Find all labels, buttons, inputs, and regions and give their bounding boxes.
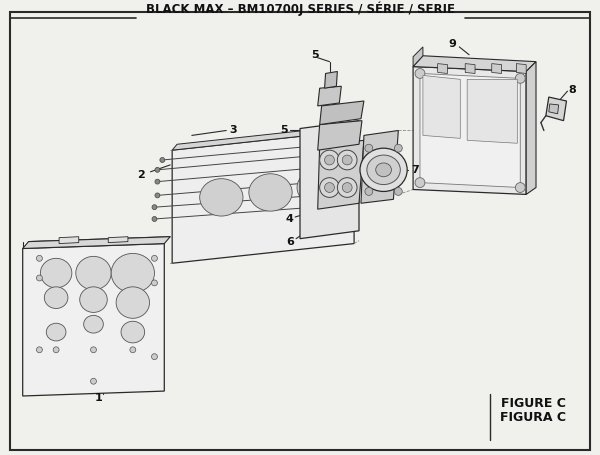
Circle shape (342, 182, 352, 192)
Circle shape (365, 144, 373, 152)
Polygon shape (546, 97, 566, 121)
Ellipse shape (111, 253, 154, 293)
Ellipse shape (44, 287, 68, 308)
Polygon shape (437, 64, 448, 73)
Circle shape (37, 275, 43, 281)
Circle shape (515, 73, 525, 83)
Circle shape (37, 255, 43, 261)
Circle shape (160, 157, 165, 162)
Circle shape (155, 193, 160, 198)
Ellipse shape (80, 287, 107, 313)
Ellipse shape (40, 258, 72, 288)
Circle shape (325, 182, 334, 192)
Text: 6: 6 (286, 237, 294, 247)
Ellipse shape (76, 256, 111, 290)
Circle shape (152, 280, 157, 286)
Polygon shape (413, 47, 423, 66)
Circle shape (155, 179, 160, 184)
Circle shape (130, 347, 136, 353)
Polygon shape (325, 71, 337, 88)
Polygon shape (300, 121, 359, 239)
Polygon shape (517, 64, 526, 73)
Circle shape (415, 69, 425, 78)
Circle shape (337, 150, 357, 170)
Polygon shape (172, 125, 359, 150)
Ellipse shape (121, 321, 145, 343)
Circle shape (515, 182, 525, 192)
Ellipse shape (326, 173, 353, 197)
Polygon shape (318, 121, 362, 150)
Circle shape (394, 144, 402, 152)
Circle shape (415, 178, 425, 187)
Ellipse shape (360, 148, 407, 192)
Polygon shape (361, 131, 398, 203)
Polygon shape (413, 66, 526, 194)
Polygon shape (492, 64, 502, 73)
Circle shape (152, 354, 157, 359)
Polygon shape (467, 79, 517, 143)
Circle shape (320, 178, 340, 197)
Circle shape (37, 347, 43, 353)
Text: 9: 9 (448, 39, 457, 49)
Polygon shape (172, 131, 354, 263)
Circle shape (91, 378, 97, 384)
Text: 3: 3 (229, 125, 237, 135)
Polygon shape (23, 243, 164, 396)
Polygon shape (549, 104, 559, 114)
Text: 1: 1 (95, 393, 102, 403)
Circle shape (325, 155, 334, 165)
Circle shape (152, 205, 157, 210)
Text: BLACK MAX – BM10700J SERIES / SÉRIE / SERIE: BLACK MAX – BM10700J SERIES / SÉRIE / SE… (146, 2, 455, 16)
Ellipse shape (46, 323, 66, 341)
Ellipse shape (116, 287, 149, 318)
Polygon shape (59, 237, 79, 243)
Polygon shape (423, 76, 460, 138)
Polygon shape (320, 101, 364, 125)
Text: 5: 5 (311, 50, 319, 60)
Circle shape (365, 187, 373, 195)
Circle shape (53, 347, 59, 353)
Text: FIGURE C: FIGURE C (500, 397, 566, 410)
Polygon shape (318, 140, 364, 209)
Text: 4: 4 (285, 214, 293, 224)
Ellipse shape (200, 179, 243, 216)
Text: 8: 8 (568, 85, 576, 95)
Circle shape (91, 347, 97, 353)
Circle shape (155, 167, 160, 172)
Polygon shape (318, 86, 341, 106)
Circle shape (342, 155, 352, 165)
Polygon shape (465, 64, 475, 73)
Circle shape (320, 150, 340, 170)
Circle shape (152, 217, 157, 222)
Text: 5: 5 (280, 126, 288, 136)
Ellipse shape (297, 170, 338, 205)
Polygon shape (420, 73, 520, 187)
Circle shape (394, 187, 402, 195)
Polygon shape (108, 237, 128, 243)
Polygon shape (526, 62, 536, 194)
Ellipse shape (376, 163, 391, 177)
Polygon shape (413, 56, 536, 71)
Text: 2: 2 (137, 170, 145, 180)
Circle shape (152, 255, 157, 261)
Text: FIGURA C: FIGURA C (500, 411, 566, 424)
Ellipse shape (83, 315, 103, 333)
Circle shape (337, 178, 357, 197)
Text: 7: 7 (411, 165, 419, 175)
Polygon shape (23, 237, 170, 248)
Ellipse shape (249, 174, 292, 211)
Ellipse shape (367, 155, 400, 185)
